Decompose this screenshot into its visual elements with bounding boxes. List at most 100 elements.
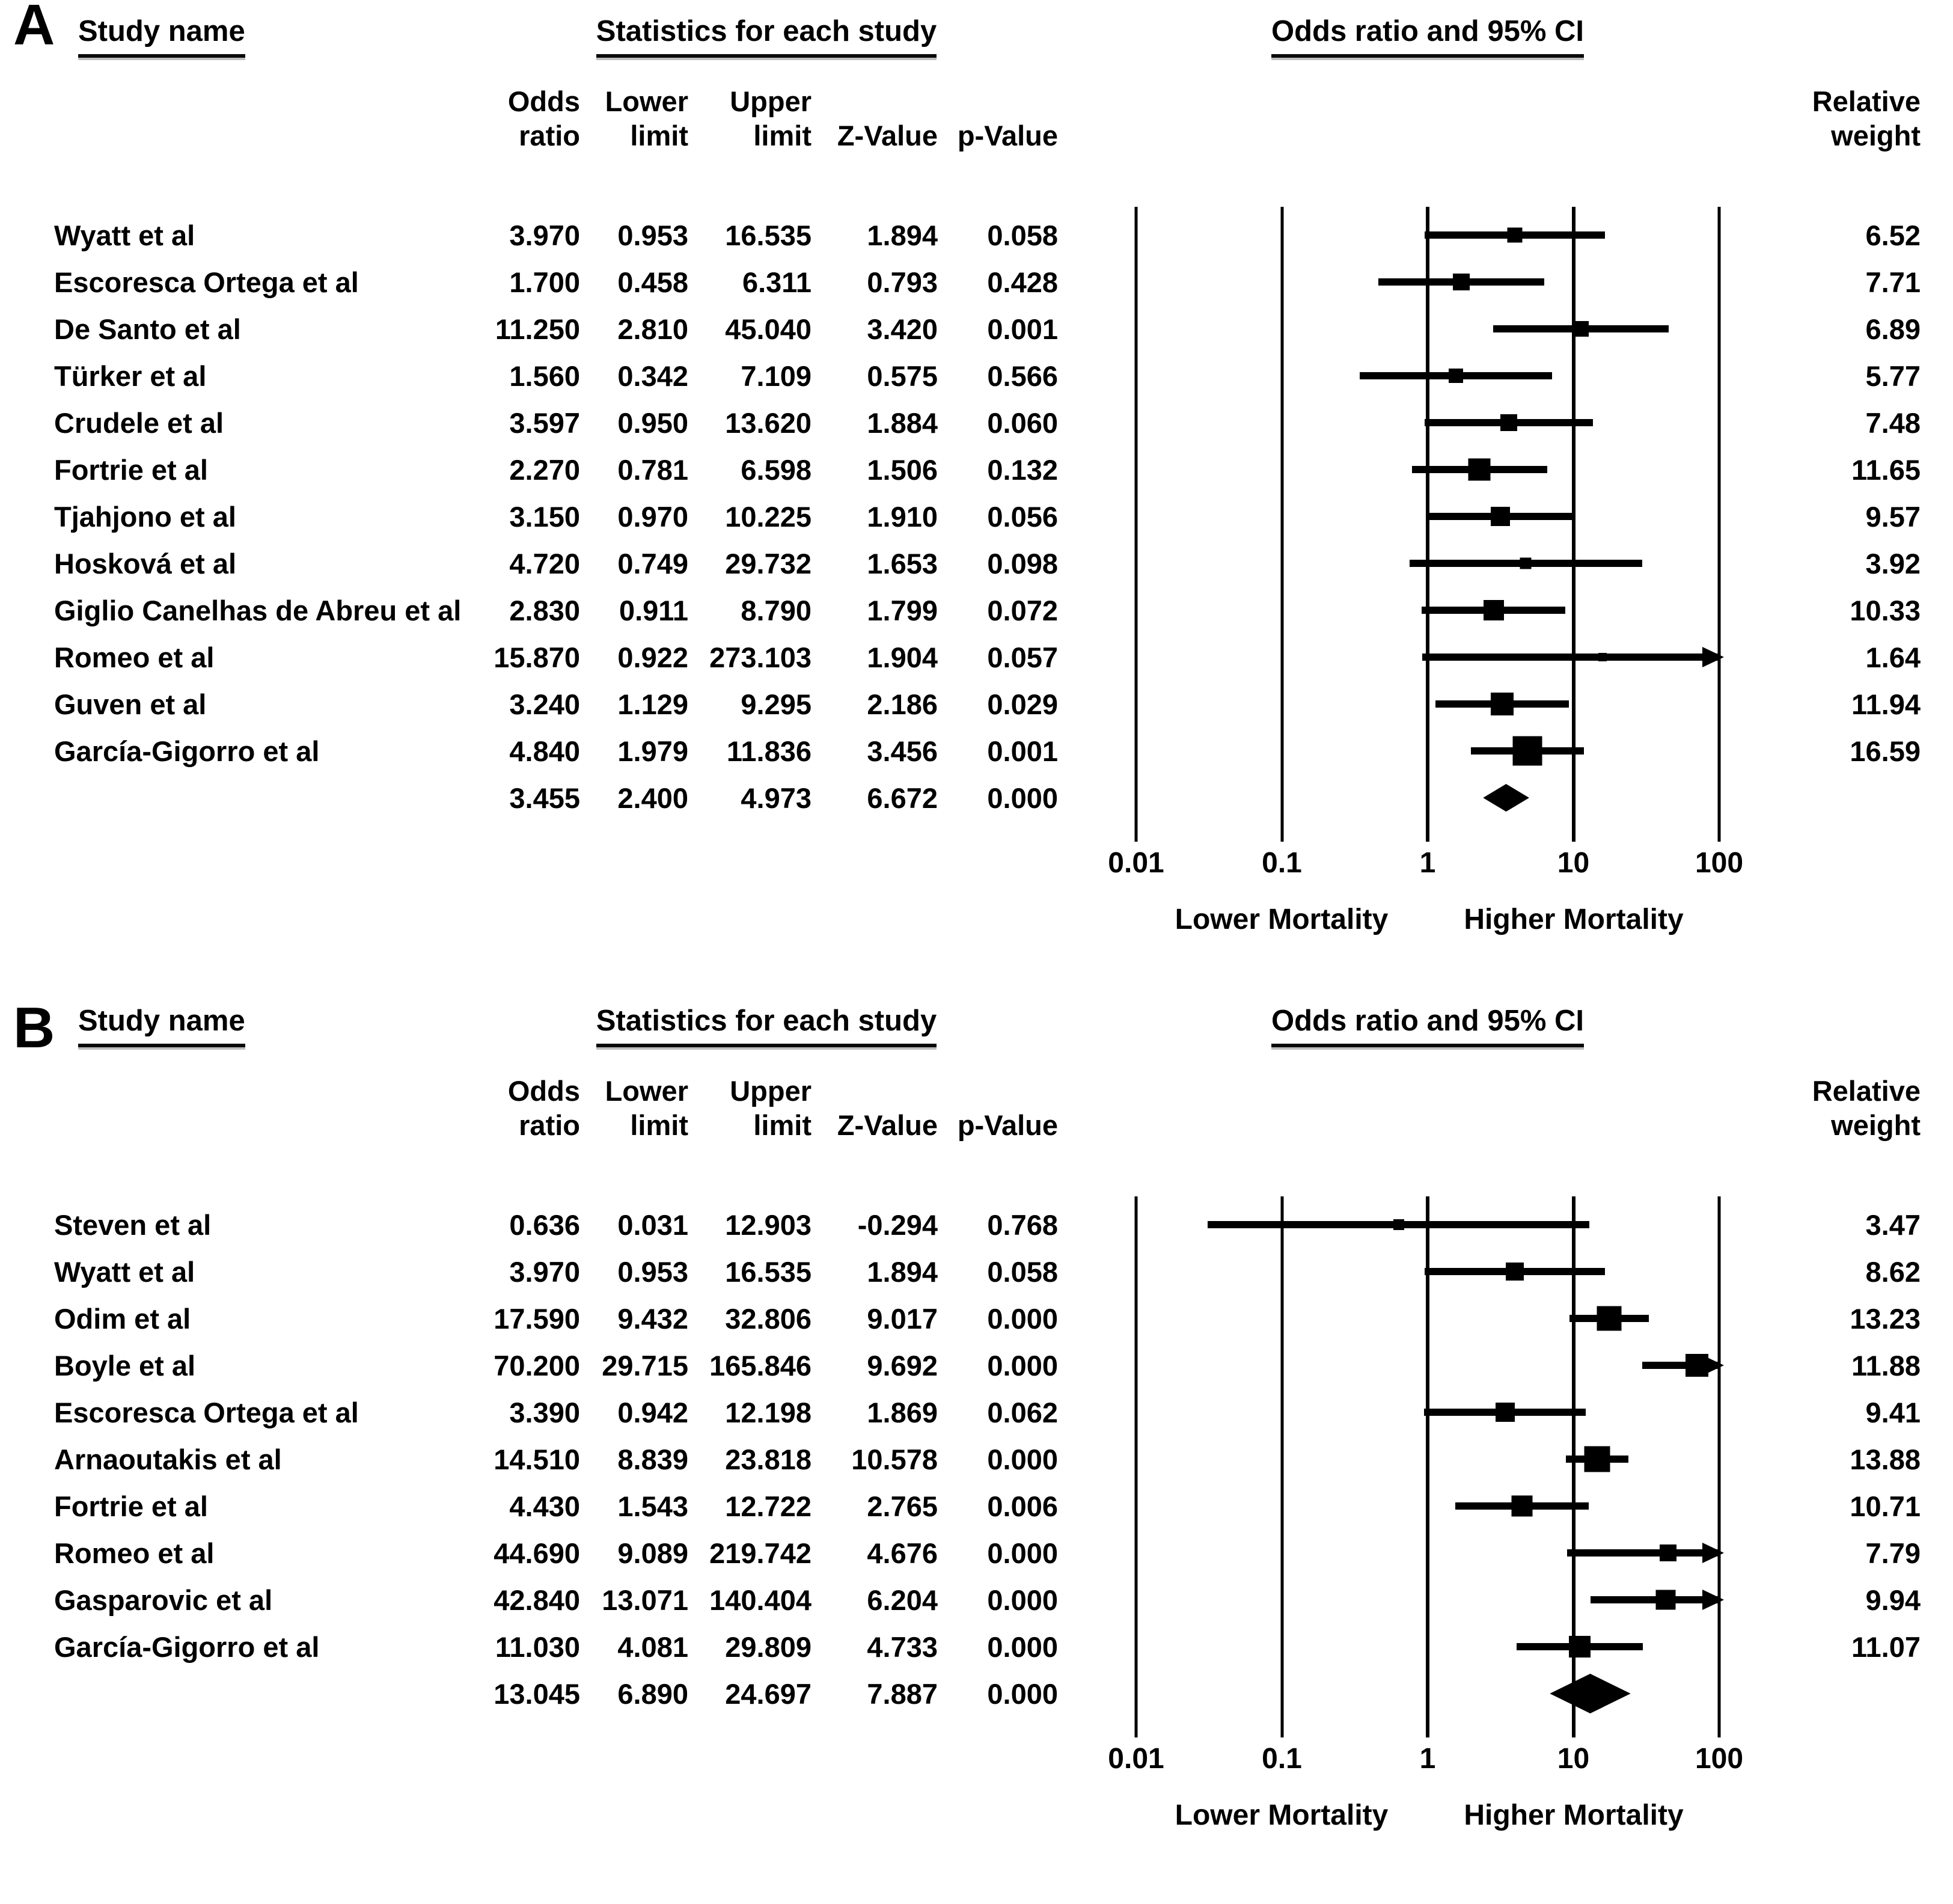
plot-cell [1058,1201,1779,1248]
plot-scale [1136,259,1719,305]
relative-weight-column-header: Relative weight [1812,85,1921,152]
plot-cell [1058,1670,1779,1717]
panel-a-titles: Study name Statistics for each study Odd… [54,11,1953,64]
lower-limit-value: 0.953 [617,1255,688,1288]
upper-limit-value: 165.846 [709,1349,811,1382]
or-marker [1597,1306,1622,1331]
z-value: 3.420 [867,313,938,345]
axis-tick-label: 1 [1419,1743,1436,1775]
plot-title-header: Odds ratio and 95% CI [1136,14,1719,58]
z-value: 1.653 [867,547,938,580]
plot-scale [1136,1529,1724,1576]
lower-limit-value: 0.781 [617,453,688,486]
study-name: Giglio Canelhas de Abreu et al [54,594,462,626]
z-value: 2.186 [867,688,938,720]
p-value: 0.000 [987,1584,1058,1616]
lower-limit-value: 6.890 [617,1677,688,1710]
z-value: 1.904 [867,641,938,673]
p-value: 0.000 [987,1630,1058,1663]
or-marker [1584,1446,1610,1472]
gridline [1426,1196,1429,1737]
relative-weight-value: 11.88 [1851,1349,1921,1382]
odds-ratio-value: 17.590 [494,1302,580,1335]
panel-a-label: A [13,0,55,57]
axis-tick-label: 0.01 [1108,847,1164,879]
study-name: Steven et al [54,1208,212,1241]
higher-mortality-label: Higher Mortality [1464,904,1684,935]
plot-scale [1136,1201,1719,1248]
z-value: 10.578 [851,1443,938,1475]
upper-limit-value: 29.732 [725,547,811,580]
upper-limit-column-header: Upper limit [730,85,811,152]
z-value: 3.456 [867,735,938,767]
panel-a: A Study name Statistics for each study O… [0,0,1953,940]
or-marker [1660,1544,1677,1561]
odds-ratio-value: 44.690 [494,1537,580,1569]
study-row: Fortrie et al 4.430 1.543 12.722 2.765 0.006 1… [54,1483,1953,1529]
ci-line [1422,654,1719,661]
z-value: 0.575 [867,360,938,392]
panel-b: B Study name Statistics for each study O… [0,999,1953,1836]
p-value: 0.058 [987,1255,1058,1288]
upper-limit-value: 4.973 [741,782,811,814]
p-value: 0.098 [987,547,1058,580]
panel-a-column-headers: Odds ratio Lower limit Upper limit Z-Value … [54,69,1953,153]
lower-limit-value: 0.970 [617,500,688,533]
axis-tick-label: 10 [1557,1743,1590,1775]
lower-limit-value: 8.839 [617,1443,688,1475]
upper-limit-value: 10.225 [725,500,811,533]
study-row: Romeo et al 15.870 0.922 273.103 1.904 0.057 1… [54,634,1953,681]
z-value: 1.894 [867,1255,938,1288]
plot-scale [1136,1248,1719,1295]
study-row: Hosková et al 4.720 0.749 29.732 1.653 0.098 3… [54,540,1953,587]
z-value: 1.869 [867,1396,938,1428]
rows-panel-a: Wyatt et al 3.970 0.953 16.535 1.894 0.058 6.5… [54,207,1953,842]
summary-diamond [1483,783,1529,812]
study-row: De Santo et al 11.250 2.810 45.040 3.420 0.00… [54,305,1953,352]
study-name: Wyatt et al [54,1255,195,1288]
lower-limit-column-header: Lower limit [605,85,688,152]
or-marker [1685,1354,1708,1377]
relative-weight-value: 10.33 [1850,594,1921,626]
upper-limit-value: 140.404 [709,1584,811,1616]
p-value: 0.072 [987,594,1058,626]
axis-tick-label: 0.01 [1108,1743,1164,1775]
plot-scale [1136,493,1719,540]
lower-mortality-label: Lower Mortality [1175,904,1389,935]
axis-tick-label: 1 [1419,847,1436,879]
axis-direction-labels-b: Lower Mortality Higher Mortality [54,1799,1953,1836]
gridline [1134,207,1138,842]
lower-limit-value: 0.911 [619,594,688,626]
upper-limit-value: 219.742 [709,1537,811,1569]
z-value-column-header: Z-Value [837,120,938,152]
plot-cell [1058,774,1779,821]
study-name: Escoresca Ortega et al [54,1396,359,1428]
odds-ratio-value: 3.150 [509,500,580,533]
axis-direction-labels-a: Lower Mortality Higher Mortality [54,903,1953,940]
p-value: 0.001 [987,313,1058,345]
or-marker [1598,653,1607,661]
gridline [1571,207,1576,842]
or-marker [1572,321,1589,337]
p-value: 0.058 [987,219,1058,251]
or-marker [1490,693,1514,715]
lower-limit-value: 29.715 [602,1349,688,1382]
z-value: 6.204 [867,1584,938,1616]
lower-limit-value: 13.071 [602,1584,688,1616]
odds-ratio-value: 3.970 [509,219,580,251]
z-value: 4.676 [867,1537,938,1569]
panel-b-titles: Study name Statistics for each study Odd… [54,1000,1953,1053]
plot-cell [1058,1436,1779,1483]
odds-ratio-value: 4.720 [509,547,580,580]
p-value-column-header: p-Value [957,120,1058,152]
p-value: 0.029 [987,688,1058,720]
z-value: 1.506 [867,453,938,486]
lower-limit-column-header: Lower limit [605,1075,688,1141]
or-marker [1468,458,1491,481]
lower-limit-value: 1.979 [617,735,688,767]
upper-limit-value: 13.620 [725,406,811,439]
relative-weight-value: 7.71 [1865,266,1921,298]
study-name: Tjahjono et al [54,500,236,533]
or-marker [1520,557,1532,569]
